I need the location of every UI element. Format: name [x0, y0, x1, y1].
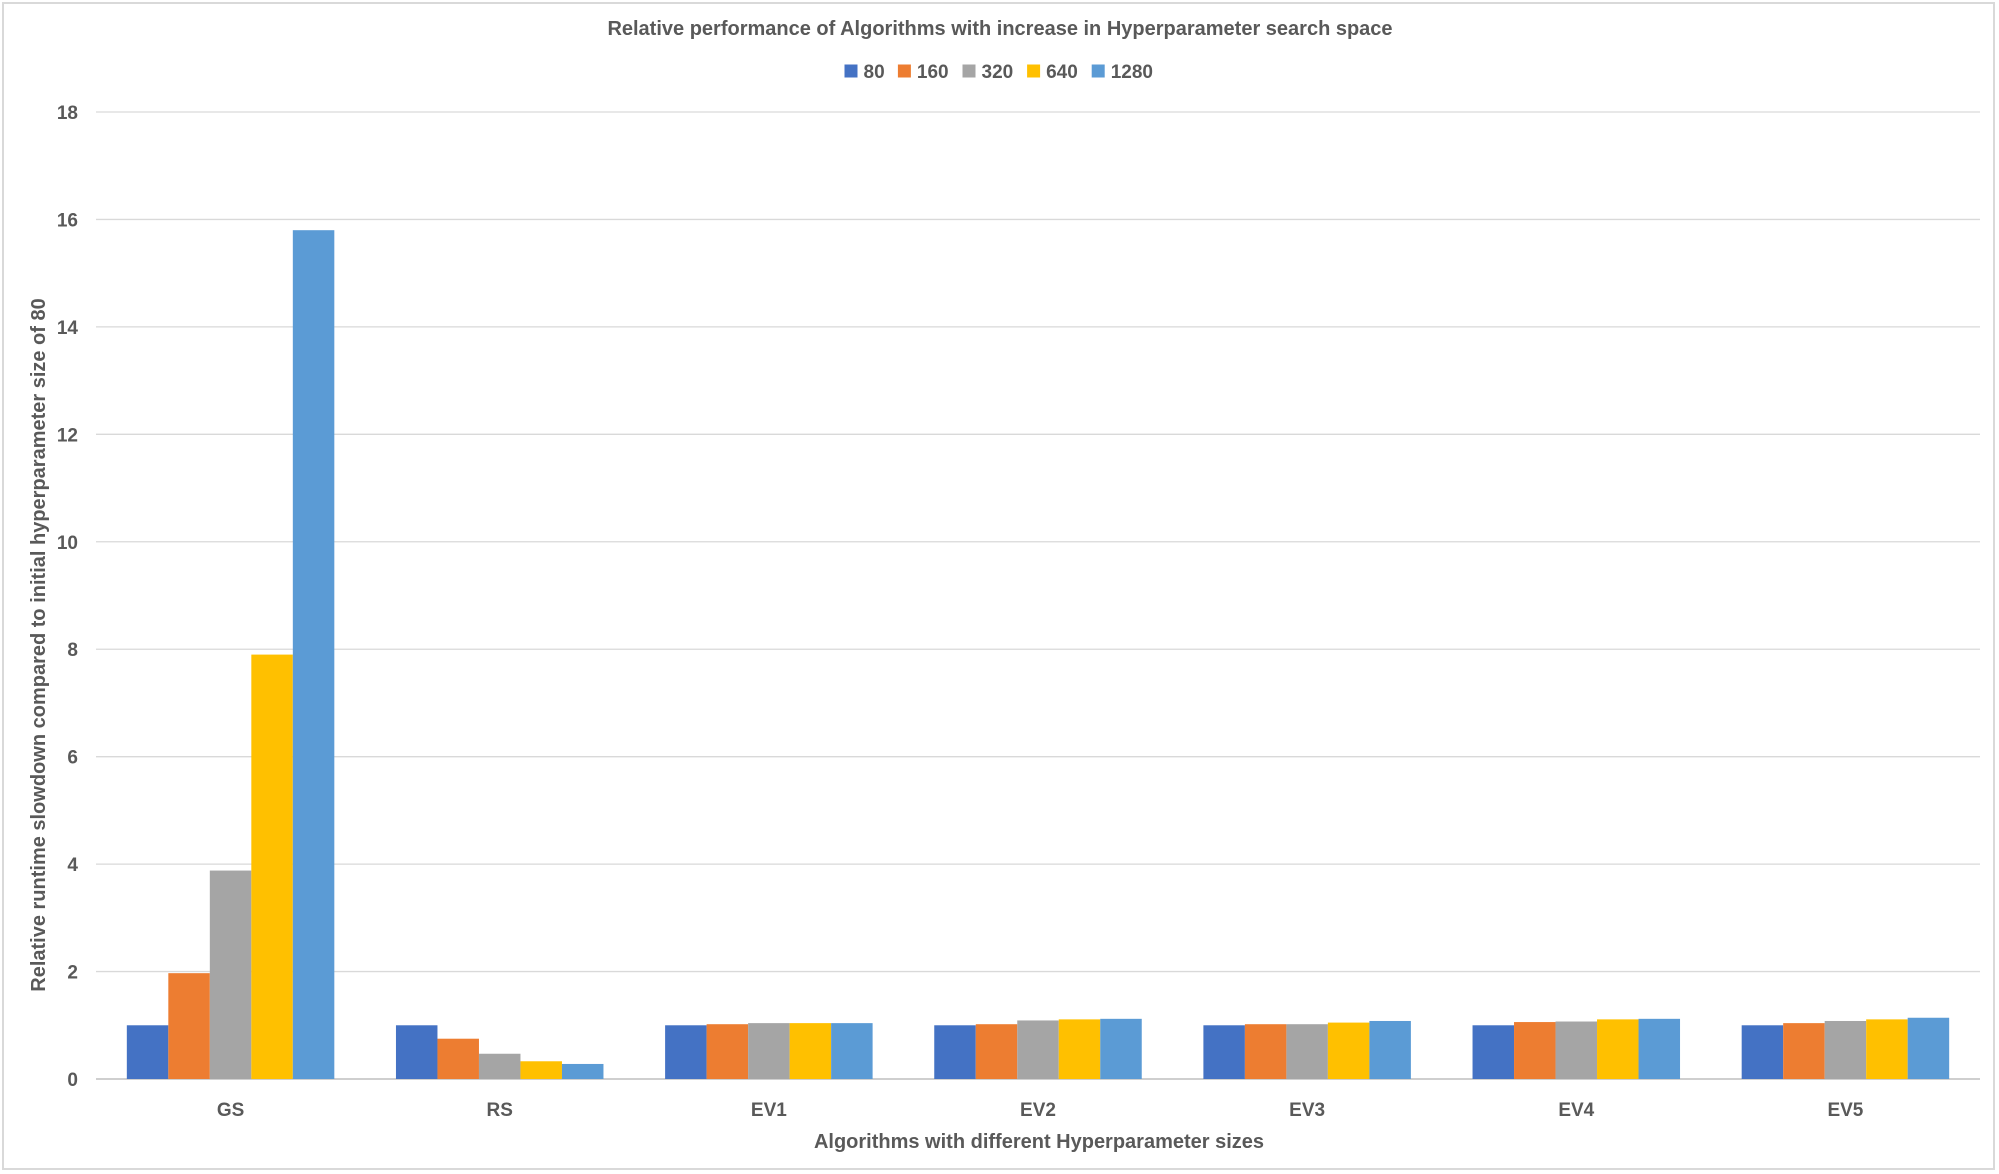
- bar-gs-320: [209, 870, 252, 1079]
- bar-ev4-1280: [1638, 1018, 1681, 1079]
- x-tick-label: EV4: [1558, 1100, 1594, 1121]
- bar-ev4-160: [1514, 1022, 1556, 1079]
- y-tick-label: 0: [67, 1070, 78, 1091]
- bar-ev3-320: [1286, 1024, 1328, 1079]
- bars: [126, 230, 1950, 1079]
- bar-ev1-1280: [831, 1023, 873, 1079]
- bar-gs-80: [126, 1025, 169, 1079]
- x-axis-label: Algorithms with different Hyperparameter…: [814, 1131, 1264, 1153]
- y-tick-label: 12: [57, 425, 78, 446]
- x-tick-label: EV1: [751, 1100, 787, 1121]
- bar-ev3-640: [1327, 1022, 1370, 1079]
- legend-label: 160: [917, 62, 949, 83]
- y-tick-label: 18: [57, 103, 78, 124]
- x-tick-label: GS: [217, 1100, 244, 1121]
- gridlines: [96, 111, 1980, 1080]
- y-tick-label: 2: [67, 963, 78, 984]
- bar-ev5-160: [1783, 1023, 1825, 1079]
- bar-ev3-160: [1244, 1024, 1287, 1079]
- bar-ev1-320: [748, 1023, 790, 1079]
- x-tick-label: EV5: [1827, 1100, 1863, 1121]
- y-axis-ticks: 0 2 4 6 8 10 12 14 16 18: [57, 103, 79, 1091]
- bar-ev5-1280: [1907, 1017, 1950, 1079]
- bar-ev2-1280: [1100, 1018, 1142, 1079]
- legend-label: 1280: [1111, 62, 1153, 83]
- y-tick-label: 16: [57, 210, 78, 231]
- legend-swatch: [962, 64, 976, 78]
- y-axis-label: Relative runtime slowdown compared to in…: [28, 298, 50, 992]
- y-tick-label: 4: [67, 855, 78, 876]
- legend-swatch: [1027, 64, 1041, 78]
- bar-rs-640: [520, 1061, 562, 1079]
- bar-ev2-640: [1058, 1019, 1101, 1079]
- bar-ev2-80: [934, 1025, 976, 1079]
- bar-ev3-80: [1203, 1025, 1245, 1079]
- x-tick-label: EV2: [1020, 1100, 1056, 1121]
- legend-swatch: [897, 64, 911, 78]
- bar-ev2-160: [975, 1024, 1018, 1079]
- bar-ev1-640: [789, 1023, 832, 1079]
- bar-rs-1280: [561, 1063, 604, 1079]
- chart-title: Relative performance of Algorithms with …: [607, 18, 1392, 40]
- bar-ev4-80: [1472, 1025, 1515, 1079]
- bar-ev5-320: [1824, 1020, 1867, 1079]
- bar-rs-320: [478, 1053, 521, 1079]
- bar-ev3-1280: [1369, 1020, 1411, 1079]
- legend-label: 320: [982, 62, 1014, 83]
- bar-gs-1280: [292, 230, 335, 1079]
- bar-ev1-160: [706, 1024, 749, 1079]
- legend-label: 80: [864, 62, 885, 83]
- x-tick-label: EV3: [1289, 1100, 1325, 1121]
- legend-label: 640: [1046, 62, 1078, 83]
- bar-ev4-320: [1555, 1021, 1598, 1079]
- bar-rs-160: [437, 1038, 479, 1079]
- legend-swatch: [844, 64, 858, 78]
- bar-ev1-80: [665, 1025, 707, 1079]
- bar-rs-80: [395, 1025, 438, 1079]
- y-tick-label: 10: [57, 533, 78, 554]
- y-tick-label: 14: [57, 318, 79, 339]
- bar-ev2-320: [1017, 1020, 1059, 1079]
- y-tick-label: 6: [67, 748, 78, 769]
- x-axis-ticks: GS RS EV1 EV2 EV3 EV4 EV5: [217, 1100, 1864, 1121]
- x-tick-label: RS: [487, 1100, 513, 1121]
- legend-swatch: [1091, 64, 1105, 78]
- bar-ev4-640: [1597, 1019, 1639, 1079]
- legend: 80 160 320 640 1280: [844, 62, 1153, 83]
- bar-gs-640: [251, 654, 293, 1079]
- bar-gs-160: [168, 973, 210, 1079]
- bar-ev5-640: [1866, 1019, 1908, 1079]
- y-tick-label: 8: [67, 640, 78, 661]
- bar-ev5-80: [1741, 1025, 1784, 1079]
